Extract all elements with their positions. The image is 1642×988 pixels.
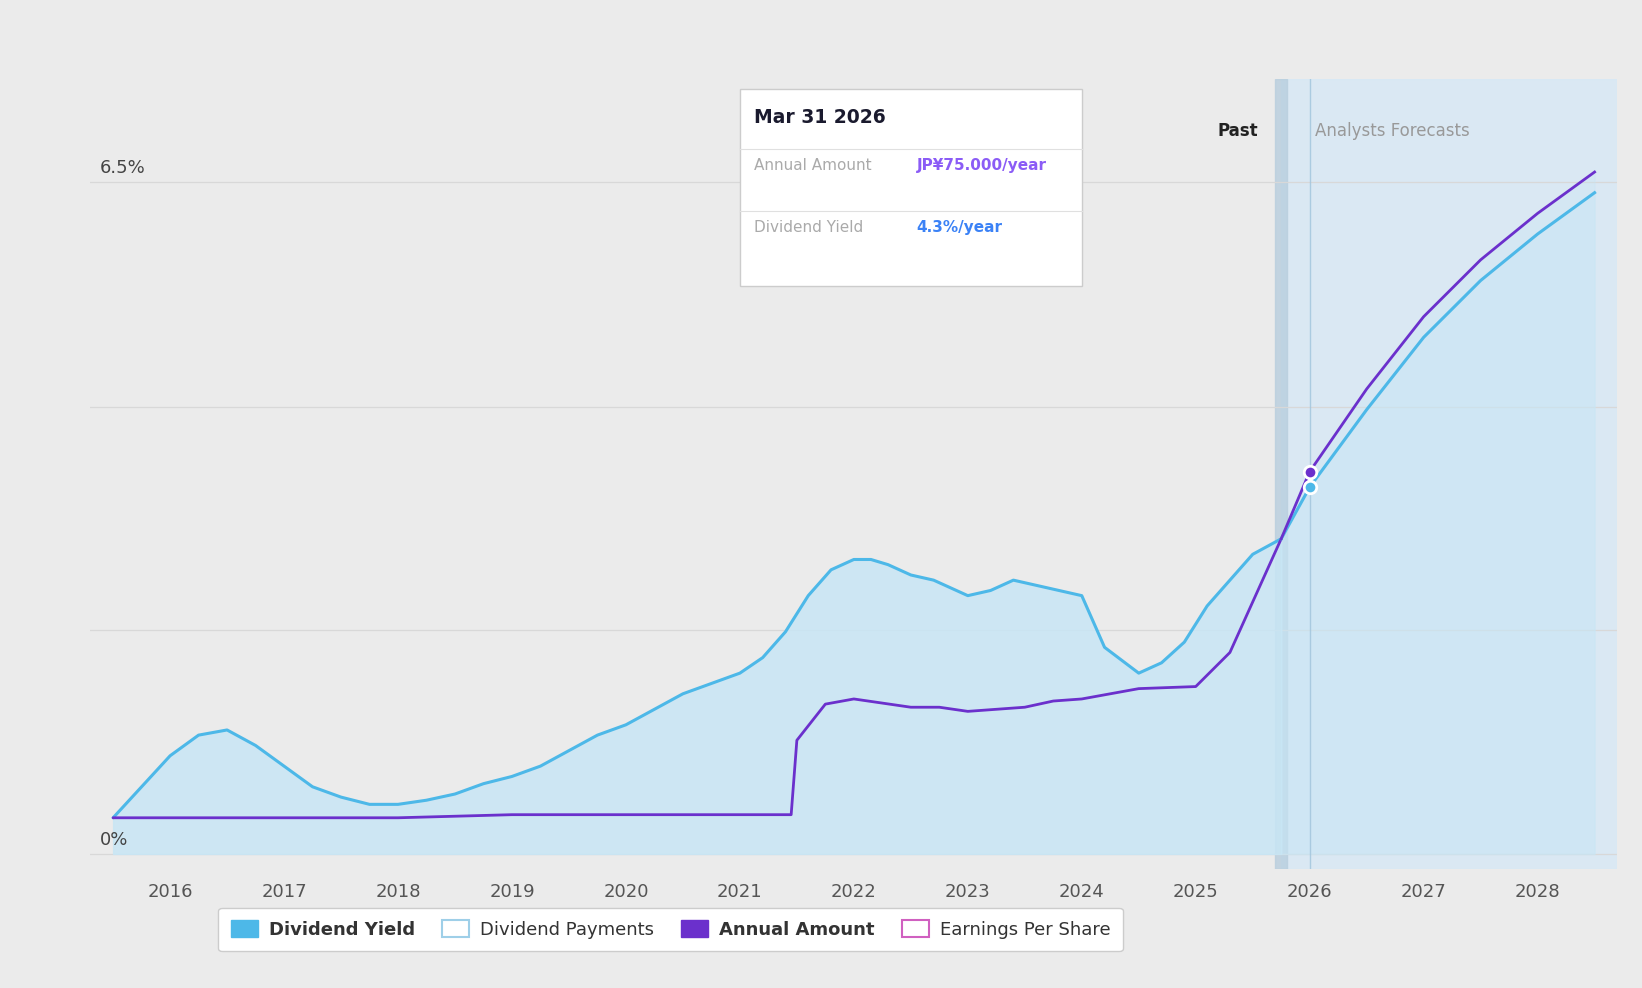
Bar bbox=[1281, 79, 1617, 869]
Text: JP¥75.000/year: JP¥75.000/year bbox=[916, 157, 1046, 173]
Text: Past: Past bbox=[1218, 122, 1258, 139]
Text: 0%: 0% bbox=[100, 831, 128, 849]
FancyBboxPatch shape bbox=[741, 89, 1082, 286]
Text: Annual Amount: Annual Amount bbox=[754, 157, 872, 173]
Legend: Dividend Yield, Dividend Payments, Annual Amount, Earnings Per Share: Dividend Yield, Dividend Payments, Annua… bbox=[218, 908, 1123, 951]
Text: Mar 31 2026: Mar 31 2026 bbox=[754, 108, 885, 127]
Text: Dividend Yield: Dividend Yield bbox=[754, 219, 862, 234]
Text: 6.5%: 6.5% bbox=[100, 159, 144, 177]
Text: 4.3%/year: 4.3%/year bbox=[916, 219, 1003, 234]
Bar bbox=[1276, 79, 1287, 869]
Text: Analysts Forecasts: Analysts Forecasts bbox=[1315, 122, 1470, 139]
